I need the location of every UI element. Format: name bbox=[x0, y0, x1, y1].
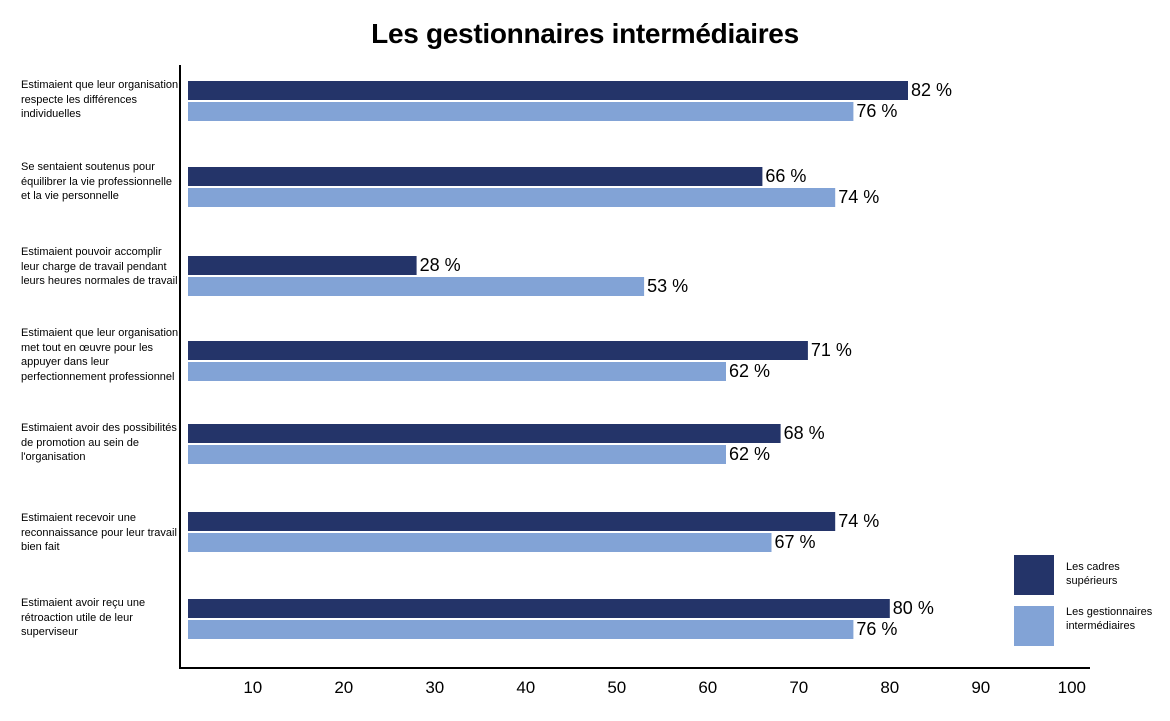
category-label: Estimaient pouvoir accomplir leur charge… bbox=[21, 246, 178, 288]
x-tick-label: 30 bbox=[425, 678, 444, 697]
bar-senior bbox=[188, 256, 417, 275]
data-label-middle: 62 % bbox=[729, 361, 770, 381]
bar-middle bbox=[188, 362, 726, 381]
bar-senior bbox=[188, 167, 763, 186]
x-tick-label: 50 bbox=[607, 678, 626, 697]
data-label-senior: 66 % bbox=[765, 166, 806, 186]
data-label-middle: 74 % bbox=[838, 187, 879, 207]
category-label: Estimaient que leur organisation respect… bbox=[21, 79, 179, 121]
bar-middle bbox=[188, 188, 836, 207]
bar-senior bbox=[188, 341, 808, 360]
bar-middle bbox=[188, 102, 854, 121]
x-tick-label: 20 bbox=[334, 678, 353, 697]
bar-senior bbox=[188, 81, 908, 100]
x-tick-label: 60 bbox=[698, 678, 717, 697]
data-label-middle: 62 % bbox=[729, 444, 770, 464]
category-label: Estimaient avoir des possibilités de pro… bbox=[21, 422, 177, 464]
legend-label-senior: Les cadres supérieurs bbox=[1066, 561, 1120, 587]
bar-middle bbox=[188, 620, 854, 639]
data-label-middle: 67 % bbox=[775, 532, 816, 552]
category-label: Estimaient avoir reçu une rétroaction ut… bbox=[21, 597, 146, 639]
legend-label-middle: Les gestionnaires intermédiaires bbox=[1066, 606, 1153, 632]
category-label: Se sentaient soutenus pour équilibrer la… bbox=[21, 161, 173, 203]
data-label-senior: 71 % bbox=[811, 340, 852, 360]
data-label-middle: 53 % bbox=[647, 276, 688, 296]
bar-middle bbox=[188, 445, 726, 464]
data-label-middle: 76 % bbox=[856, 619, 897, 639]
data-label-senior: 28 % bbox=[420, 255, 461, 275]
bar-senior bbox=[188, 424, 781, 443]
bar-senior bbox=[188, 512, 836, 531]
bar-middle bbox=[188, 533, 772, 552]
bar-middle bbox=[188, 277, 645, 296]
data-label-senior: 74 % bbox=[838, 511, 879, 531]
data-label-senior: 68 % bbox=[784, 423, 825, 443]
x-tick-label: 70 bbox=[789, 678, 808, 697]
data-label-senior: 82 % bbox=[911, 80, 952, 100]
x-tick-label: 80 bbox=[880, 678, 899, 697]
data-label-middle: 76 % bbox=[856, 101, 897, 121]
x-tick-label: 40 bbox=[516, 678, 535, 697]
chart-title: Les gestionnaires intermédiaires bbox=[371, 18, 799, 49]
x-tick-label: 100 bbox=[1058, 678, 1086, 697]
legend-swatch-middle bbox=[1014, 606, 1054, 646]
x-tick-label: 90 bbox=[971, 678, 990, 697]
data-label-senior: 80 % bbox=[893, 598, 934, 618]
category-label: Estimaient recevoir une reconnaissance p… bbox=[21, 512, 177, 554]
x-tick-label: 10 bbox=[243, 678, 262, 697]
bar-senior bbox=[188, 599, 890, 618]
category-label: Estimaient que leur organisation met tou… bbox=[21, 327, 179, 383]
legend-swatch-senior bbox=[1014, 555, 1054, 595]
